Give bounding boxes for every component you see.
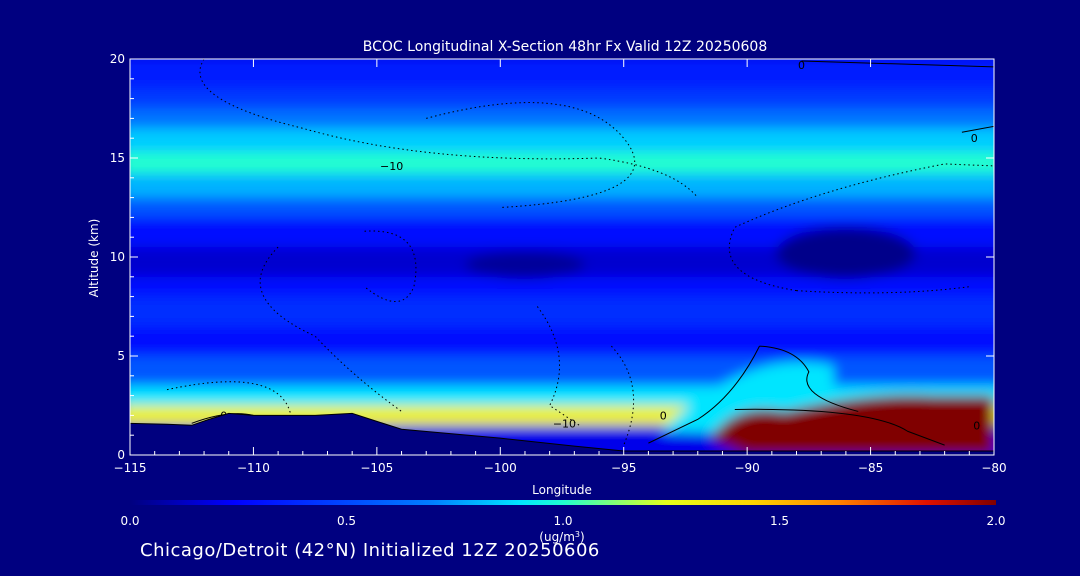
chart-title: BCOC Longitudinal X-Section 48hr Fx Vali… bbox=[363, 39, 767, 55]
terrain-fill bbox=[130, 413, 994, 455]
contour-line bbox=[801, 60, 994, 68]
field-band bbox=[130, 88, 994, 109]
x-tick-label: −85 bbox=[858, 461, 883, 475]
contour-line bbox=[648, 345, 760, 444]
x-tick-label: −90 bbox=[734, 461, 759, 475]
y-tick-label: 20 bbox=[110, 52, 125, 66]
y-tick-label: 5 bbox=[117, 349, 125, 363]
field-band bbox=[130, 152, 994, 174]
field-band bbox=[130, 326, 994, 356]
field-band bbox=[130, 128, 994, 153]
concentration-field bbox=[130, 59, 994, 455]
contour-line bbox=[166, 381, 291, 414]
y-tick-label: 15 bbox=[110, 151, 125, 165]
x-tick-label: −115 bbox=[114, 461, 147, 475]
x-axis: −115 −110 −105 −100 −95 −90 −85 −80 bbox=[114, 59, 1007, 475]
contour-label: −10 bbox=[553, 417, 576, 430]
field-minimum bbox=[464, 250, 585, 279]
terrain-mask bbox=[130, 412, 994, 455]
x-tick-label: −100 bbox=[484, 461, 517, 475]
heatmap-plot-area: 00−1000−100 bbox=[130, 59, 994, 455]
contour-label: 0 bbox=[973, 419, 980, 432]
x-tick-label: −80 bbox=[981, 461, 1006, 475]
field-minimum bbox=[775, 227, 916, 280]
contour-line bbox=[734, 408, 945, 446]
contour-line bbox=[796, 286, 970, 294]
y-axis: 0 5 10 15 20 bbox=[110, 52, 994, 462]
field-band bbox=[130, 173, 994, 198]
colorbar-units: (ug/m3) bbox=[539, 530, 584, 544]
terrain-outline bbox=[130, 412, 994, 452]
y-tick-label: 0 bbox=[117, 448, 125, 462]
contour-line bbox=[611, 345, 635, 446]
field-band bbox=[130, 108, 994, 129]
y-tick-label: 10 bbox=[110, 250, 125, 264]
x-axis-title: Longitude bbox=[532, 483, 592, 497]
contour-line bbox=[961, 125, 994, 133]
contour-label: 0 bbox=[798, 59, 805, 72]
colorbar-tick-label: 2.0 bbox=[986, 514, 1005, 528]
contour-label: 0 bbox=[660, 409, 667, 422]
field-band bbox=[130, 356, 994, 386]
field-band bbox=[130, 296, 994, 327]
field-band bbox=[130, 276, 994, 297]
contour-line bbox=[364, 230, 417, 302]
field-band bbox=[130, 59, 994, 89]
contour-line bbox=[536, 306, 580, 426]
colorbar-tick-label: 1.5 bbox=[770, 514, 789, 528]
field-band bbox=[130, 197, 994, 218]
contour-line bbox=[728, 163, 994, 292]
y-axis-title: Altitude (km) bbox=[87, 219, 101, 298]
high-concentration-region bbox=[710, 394, 994, 455]
colorbar-ticks: 0.0 0.5 1.0 1.5 2.0 bbox=[120, 514, 1005, 528]
x-tick-label: −105 bbox=[360, 461, 393, 475]
chart-subtitle: Chicago/Detroit (42°N) Initialized 12Z 2… bbox=[140, 540, 600, 561]
contour-line bbox=[759, 345, 859, 412]
contour-overlays: 00−1000−100 bbox=[166, 59, 994, 446]
x-tick-label: −110 bbox=[237, 461, 270, 475]
contour-line bbox=[259, 246, 402, 412]
colorbar-gradient bbox=[130, 500, 996, 505]
contour-label: 0 bbox=[971, 132, 978, 145]
colorbar-tick-label: 0.5 bbox=[337, 514, 356, 528]
colorbar: 0.0 0.5 1.0 1.5 2.0 (ug/m3) bbox=[120, 500, 1006, 544]
x-tick-label: −95 bbox=[611, 461, 636, 475]
colorbar-tick-label: 0.0 bbox=[120, 514, 139, 528]
contour-label: −10 bbox=[380, 160, 403, 173]
colorbar-tick-label: 1.0 bbox=[553, 514, 572, 528]
